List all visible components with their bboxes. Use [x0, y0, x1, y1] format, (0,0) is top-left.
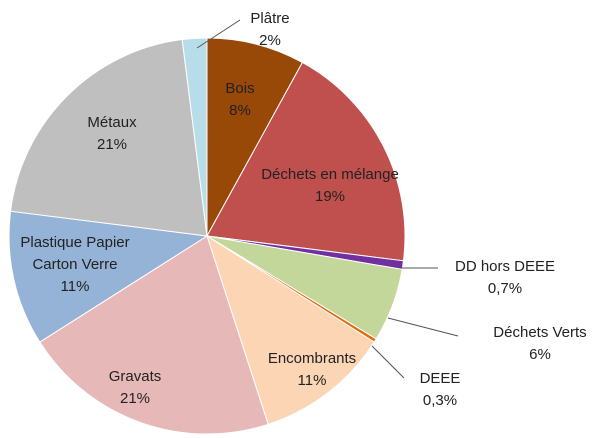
pie-slice [8, 210, 209, 343]
slice-name: Déchets Verts [493, 324, 587, 341]
pie-slice [39, 235, 269, 435]
slice-value: 2% [259, 32, 281, 49]
slice-label: DD hors DEEE 0,7% [435, 256, 575, 300]
slice-name: DD hors DEEE [454, 258, 556, 275]
slice-label: Encombrants 11% [242, 348, 382, 392]
leader-line [196, 19, 241, 49]
pie-slice [181, 37, 208, 237]
slice-name: Bois [225, 80, 255, 97]
slice-value: 8% [229, 102, 251, 119]
slice-name: Gravats [108, 368, 162, 385]
slice-value: 19% [314, 188, 346, 205]
slice-label: Déchets en mélange 19% [260, 164, 400, 208]
slice-name: Encombrants [267, 350, 357, 367]
slice-label: DEEE 0,3% [410, 368, 470, 412]
slice-value: 11% [297, 372, 327, 389]
leader-line [387, 317, 459, 337]
slice-name: Plastique Papier Carton Verre [20, 234, 130, 273]
pie-slice [206, 234, 375, 425]
slice-name: Déchets en mélange [261, 166, 399, 183]
slice-label: Plastique Papier Carton Verre 11% [5, 232, 145, 298]
slice-label: Bois 8% [210, 78, 270, 122]
slice-label: Déchets Verts 6% [465, 322, 610, 366]
pie-slice [10, 39, 208, 237]
slice-value: 0,3% [422, 392, 458, 409]
leader-line [371, 345, 405, 379]
slice-name: Métaux [87, 114, 137, 131]
slice-label: Plâtre 2% [240, 8, 300, 52]
slice-value: 21% [119, 390, 151, 407]
slice-name: Plâtre [250, 10, 290, 27]
slice-label: Gravats 21% [95, 366, 175, 410]
pie-slice [206, 61, 406, 262]
slice-label: Métaux 21% [72, 112, 152, 156]
slice-value: 6% [529, 346, 551, 363]
slice-value: 21% [96, 136, 128, 153]
slice-name: DEEE [419, 370, 461, 387]
slice-value: 11% [60, 278, 90, 295]
slice-value: 0,7% [487, 280, 523, 297]
pie-slice [206, 37, 304, 237]
